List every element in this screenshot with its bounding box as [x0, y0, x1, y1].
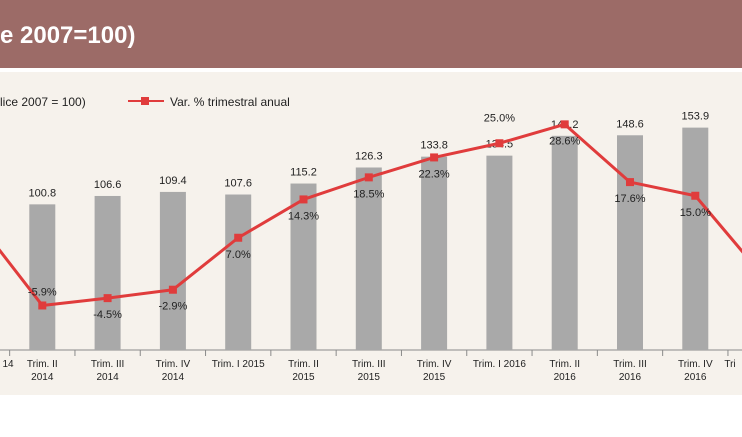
x-tick-label: Trim. IV: [417, 359, 452, 370]
x-tick-label: Trim. IV: [678, 359, 713, 370]
x-tick-label: Trim. III: [613, 359, 647, 370]
x-tick-label: 2014: [162, 372, 185, 383]
line-value-label: 15.0%: [680, 207, 711, 219]
x-tick-label: 14: [2, 359, 14, 370]
x-tick-label: 2016: [619, 372, 642, 383]
bar-index: [290, 183, 317, 350]
bar-index: [29, 204, 56, 350]
bar-index: [421, 156, 448, 350]
line-point: [38, 301, 47, 310]
bar-value-label: 107.6: [224, 178, 252, 190]
line-point: [234, 233, 243, 242]
x-tick-label: Trim. II: [549, 359, 580, 370]
bar-value-label: 106.6: [94, 179, 122, 191]
x-tick-label: Trim. II: [27, 359, 58, 370]
line-point: [430, 153, 439, 162]
x-tick-label: 2015: [292, 372, 315, 383]
line-point: [691, 191, 700, 200]
line-value-label: 17.6%: [614, 193, 645, 205]
line-value-label: -2.9%: [159, 301, 188, 313]
x-tick-label: Trim. III: [352, 359, 386, 370]
bar-value-label: 153.9: [682, 111, 710, 123]
line-value-label: 14.3%: [288, 210, 319, 222]
line-value-label: 22.3%: [418, 168, 449, 180]
line-value-label: -4.5%: [93, 309, 122, 321]
line-point: [495, 139, 504, 148]
x-tick-label: 2016: [554, 372, 577, 383]
line-point: [364, 173, 373, 182]
x-tick-label: Trim. II: [288, 359, 319, 370]
x-tick-label: Trim. I 2016: [473, 359, 526, 370]
line-value-label: 18.5%: [353, 188, 384, 200]
x-tick-label: 2015: [423, 372, 446, 383]
bar-index: [486, 155, 513, 350]
legend-line-marker: [141, 97, 149, 105]
bar-value-label: 115.2: [290, 167, 317, 179]
bar-value-label: 100.8: [29, 187, 57, 199]
bar-index: [159, 191, 186, 350]
legend-line-label: Var. % trimestral anual: [170, 95, 290, 109]
bar-index: [355, 167, 382, 350]
bar-index: [551, 135, 578, 350]
x-tick-label: 2015: [358, 372, 381, 383]
line-point: [560, 120, 569, 129]
x-tick-label: Trim. I 2015: [212, 359, 265, 370]
header-bar: e 2007=100): [0, 0, 742, 68]
bar-index: [617, 135, 643, 350]
legend-bar-label: lice 2007 = 100): [0, 95, 86, 109]
bar-value-label: 133.8: [420, 140, 448, 152]
line-point: [626, 178, 634, 187]
x-tick-label: 2014: [96, 372, 119, 383]
bar-index: [225, 194, 252, 350]
line-point: [103, 294, 112, 303]
bar-value-label: 126.3: [355, 150, 383, 162]
x-tick-label: Tri: [724, 359, 735, 370]
line-point: [168, 285, 177, 294]
bar-index: [682, 127, 709, 350]
line-value-label: 28.6%: [549, 135, 580, 147]
bar-index: [94, 195, 121, 350]
bar-value-label: 109.4: [159, 175, 187, 187]
x-tick-label: 2016: [684, 372, 707, 383]
line-value-label: 7.0%: [226, 249, 251, 261]
x-tick-label: 2014: [31, 372, 54, 383]
line-value-label: 25.0%: [484, 112, 515, 124]
x-tick-label: Trim. IV: [156, 359, 191, 370]
x-tick-label: Trim. III: [91, 359, 125, 370]
bar-value-label: 148.6: [616, 118, 644, 130]
line-point: [299, 195, 308, 204]
line-value-label: -5.9%: [28, 286, 57, 298]
chart-title: e 2007=100): [0, 22, 136, 49]
